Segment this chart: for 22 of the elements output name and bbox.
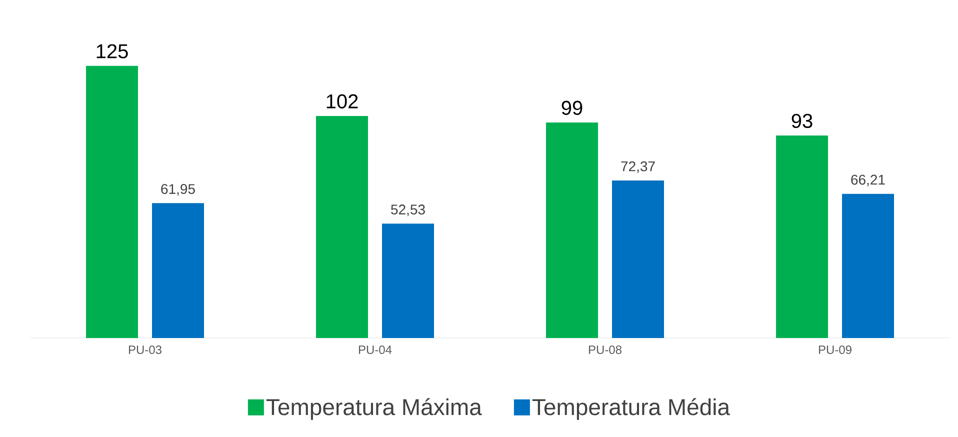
x-tick-label: PU-04 [358,346,392,354]
legend-label: Temperatura Máxima [266,398,482,420]
x-tick-label: PU-08 [588,346,622,354]
bar [382,224,434,338]
data-label: 99 [562,100,582,115]
bar [546,122,598,338]
data-label: 61,95 [161,184,195,196]
legend-label: Temperatura Média [532,398,730,420]
data-label: 93 [792,114,812,128]
data-label: 102 [326,94,358,108]
data-label: 72,37 [621,161,655,173]
data-label: 66,21 [851,174,885,186]
x-tick-label: PU-09 [818,346,852,354]
data-label: 125 [96,44,128,58]
x-tick-label: PU-03 [128,346,162,354]
bar [842,194,894,338]
bar [316,116,368,338]
data-label: 52,53 [391,204,425,216]
bar [152,203,204,338]
bar [86,66,138,338]
bar [612,180,664,338]
bar [776,136,828,338]
